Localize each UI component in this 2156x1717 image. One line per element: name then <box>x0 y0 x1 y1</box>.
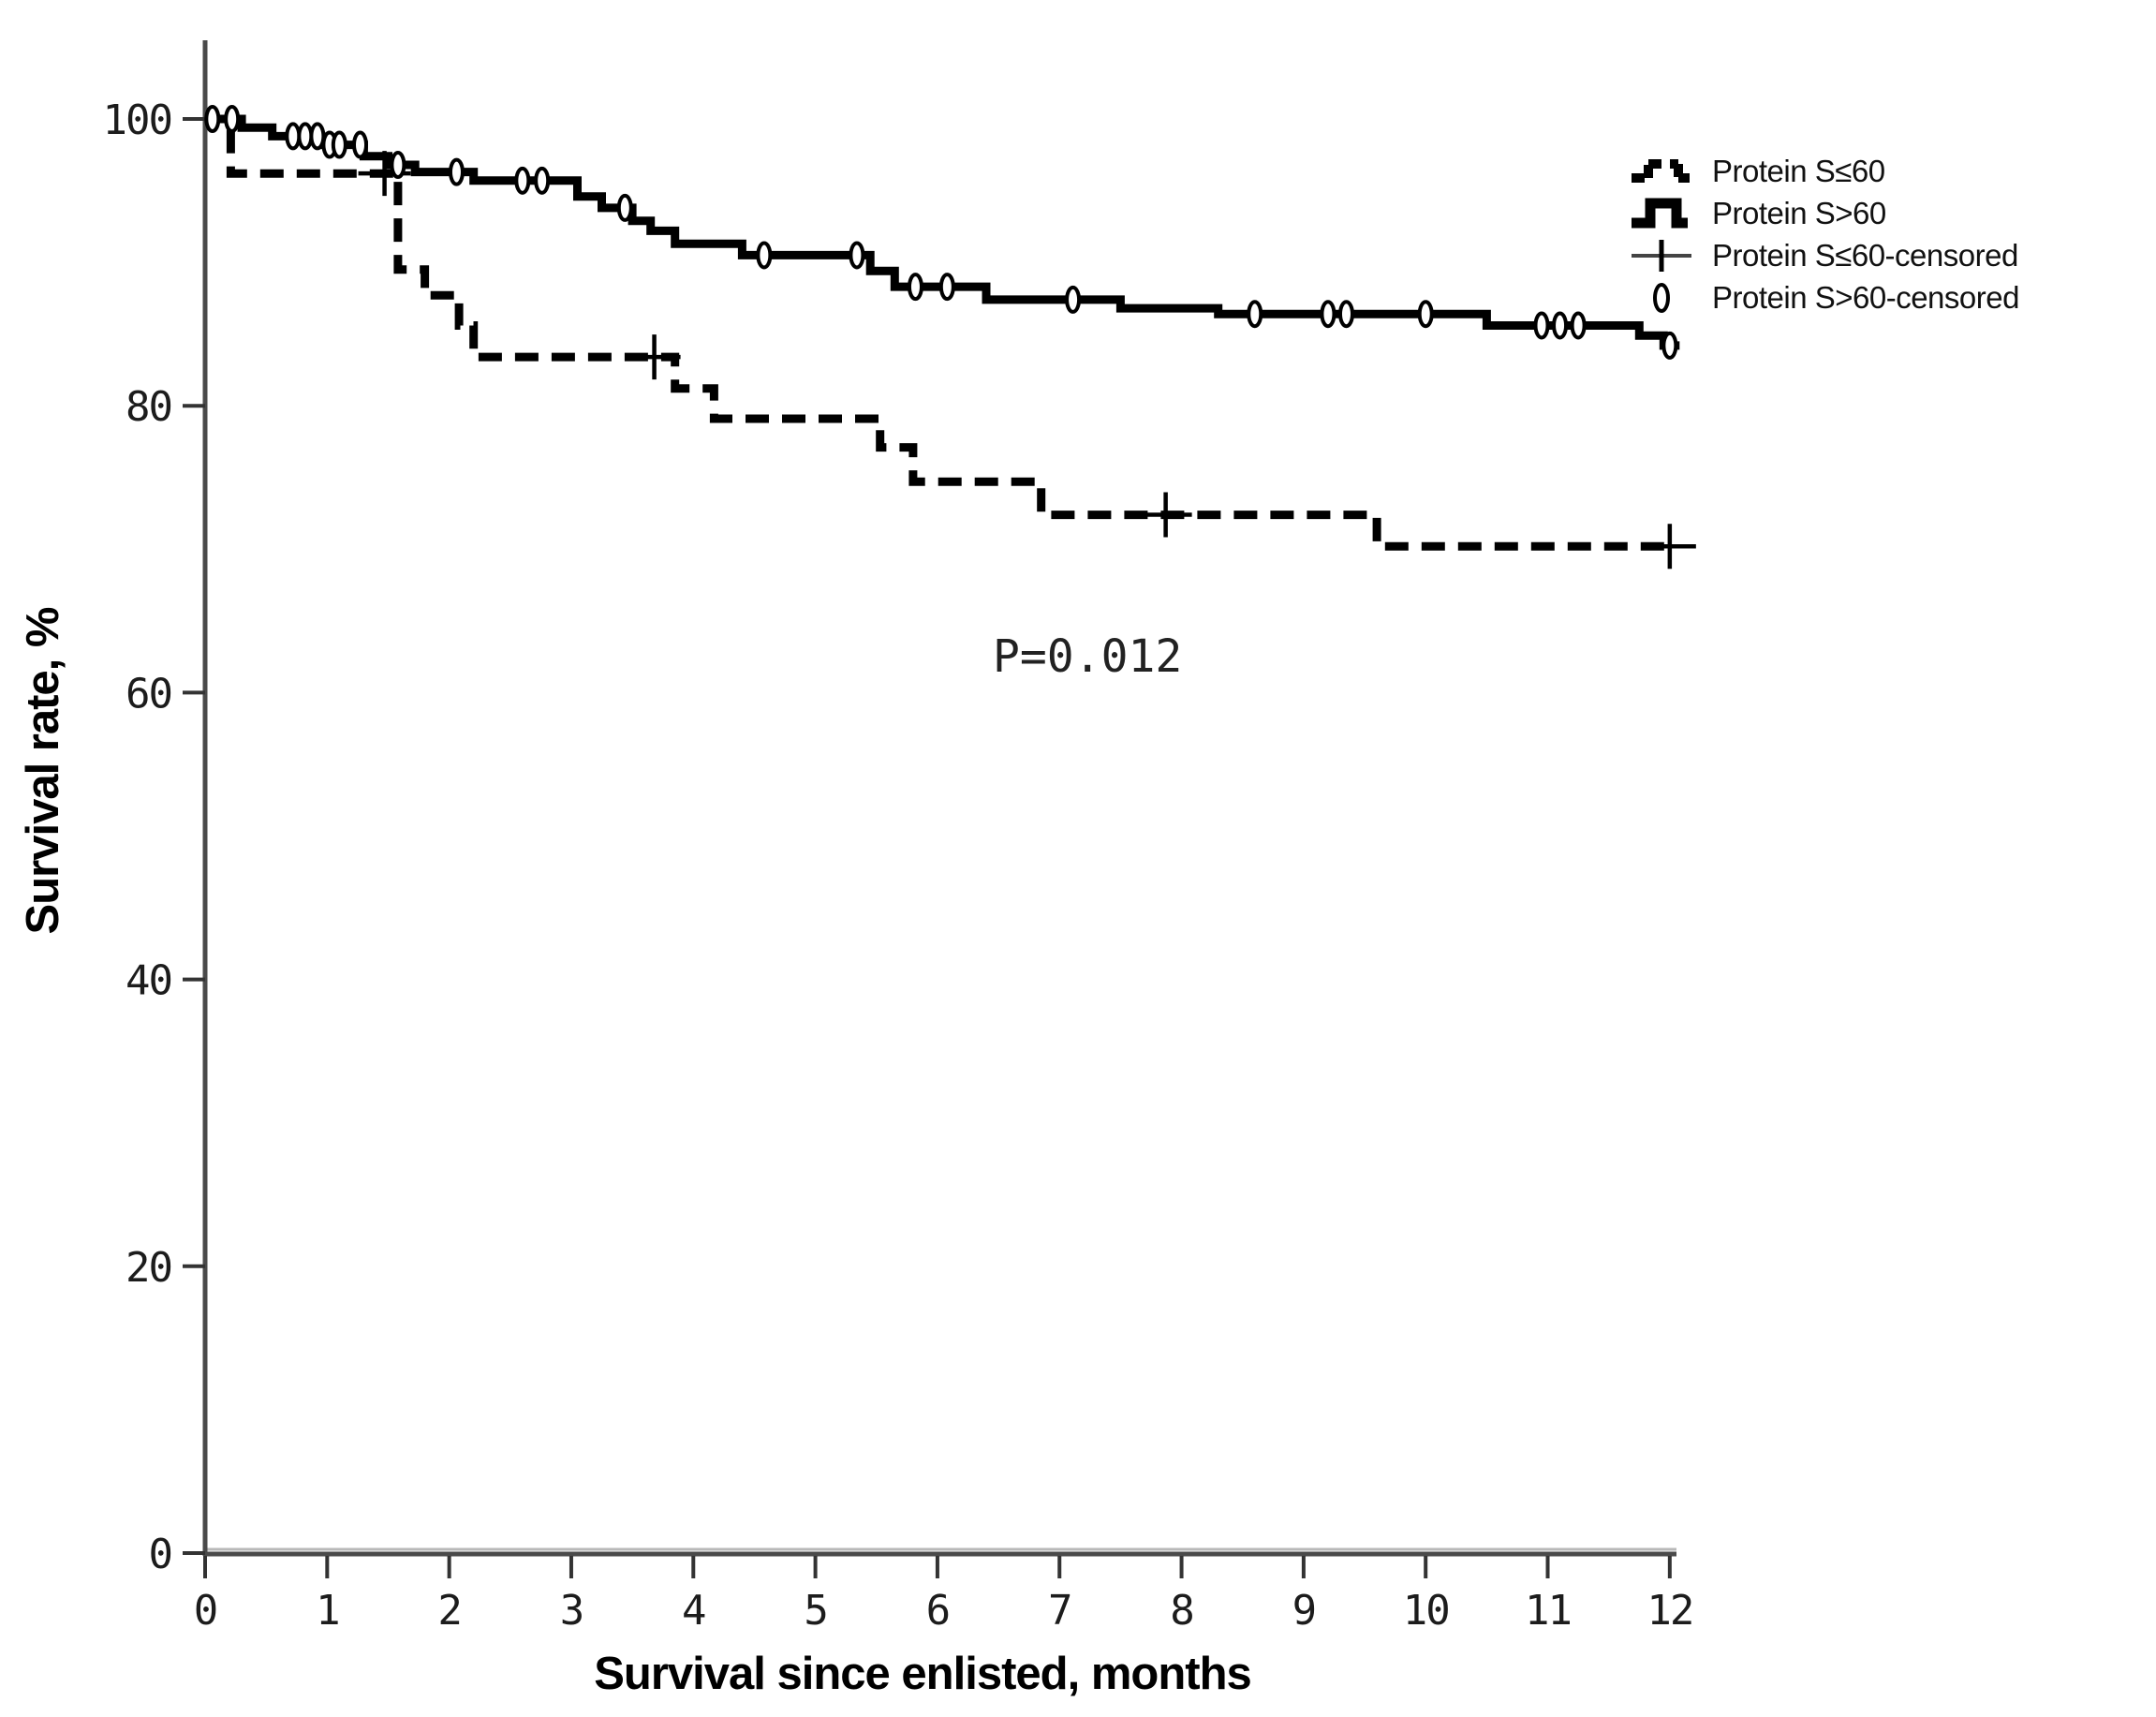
censor-markers-layer <box>204 105 1696 570</box>
x-tick-label: 0 <box>194 1587 217 1635</box>
dashed-step-line-icon <box>1632 158 1690 183</box>
censored-diamond-marker <box>1247 300 1263 329</box>
plus-marker-icon <box>1632 239 1691 272</box>
x-tick-label: 11 <box>1525 1587 1571 1635</box>
x-tick-label: 4 <box>682 1587 705 1635</box>
censored-diamond-marker <box>1661 331 1678 360</box>
censored-diamond-marker <box>352 130 369 159</box>
x-tick-label: 3 <box>560 1587 583 1635</box>
y-tick-label: 20 <box>126 1244 171 1292</box>
censored-diamond-marker <box>224 105 241 133</box>
y-tick-label: 100 <box>103 96 171 144</box>
survival-curve-dashed <box>205 114 1676 551</box>
censored-diamond-marker <box>1337 300 1354 329</box>
survival-curve-solid <box>205 114 1680 350</box>
legend-label: Protein S≤60-censored <box>1712 237 2018 273</box>
survival-curves-layer <box>205 114 1680 551</box>
legend-label: Protein S>60 <box>1712 195 1886 230</box>
legend-item-protein-s-le-60-censored: Protein S≤60-censored <box>1630 234 2019 276</box>
x-tick-label: 8 <box>1170 1587 1193 1635</box>
x-tick-label: 2 <box>437 1587 461 1635</box>
censored-diamond-marker <box>1065 285 1082 314</box>
censored-diamond-marker <box>616 193 633 222</box>
x-tick-label: 10 <box>1403 1587 1449 1635</box>
x-tick-label: 7 <box>1048 1587 1071 1635</box>
y-tick-label: 60 <box>126 670 171 718</box>
x-tick-label: 12 <box>1647 1587 1692 1635</box>
legend-item-protein-s-gt-60: Protein S>60 <box>1630 192 2019 234</box>
x-tick-label: 6 <box>926 1587 950 1635</box>
legend-label: Protein S≤60 <box>1712 153 1885 188</box>
censored-diamond-marker <box>331 130 347 159</box>
censored-diamond-marker <box>390 150 406 179</box>
legend-label: Protein S>60-censored <box>1712 279 2019 315</box>
y-tick-label: 80 <box>126 383 171 431</box>
x-tick-label: 5 <box>804 1587 827 1635</box>
p-value-annotation: P=0.012 <box>993 630 1182 683</box>
censored-diamond-marker <box>1552 311 1569 340</box>
x-tick-label: 1 <box>316 1587 339 1635</box>
censored-diamond-marker <box>756 241 773 270</box>
censored-diamond-marker <box>938 273 955 302</box>
censored-diamond-marker <box>204 105 221 133</box>
censored-diamond-marker <box>849 241 865 270</box>
legend-item-protein-s-gt-60-censored: Protein S>60-censored <box>1630 276 2019 318</box>
y-tick-label: 0 <box>149 1531 172 1578</box>
diamond-marker-icon <box>1653 282 1670 313</box>
legend-item-protein-s-le-60: Protein S≤60 <box>1630 150 2019 192</box>
censored-diamond-marker <box>1320 300 1336 329</box>
censored-diamond-marker <box>1570 311 1587 340</box>
censored-diamond-marker <box>514 166 531 195</box>
x-tick-label: 9 <box>1292 1587 1316 1635</box>
censored-diamond-marker <box>534 166 551 195</box>
x-axis-title: Survival since enlisted, months <box>594 1649 1251 1699</box>
censored-diamond-marker <box>1417 300 1434 329</box>
legend: Protein S≤60 Protein S>60 Protein S≤60-c… <box>1630 150 2019 318</box>
solid-step-line-icon <box>1632 198 1688 228</box>
y-tick-label: 40 <box>126 957 171 1005</box>
censored-diamond-marker <box>1533 311 1550 340</box>
y-axis-title: Survival rate, % <box>18 607 68 934</box>
censored-diamond-marker <box>907 273 923 302</box>
censored-diamond-marker <box>448 157 465 186</box>
